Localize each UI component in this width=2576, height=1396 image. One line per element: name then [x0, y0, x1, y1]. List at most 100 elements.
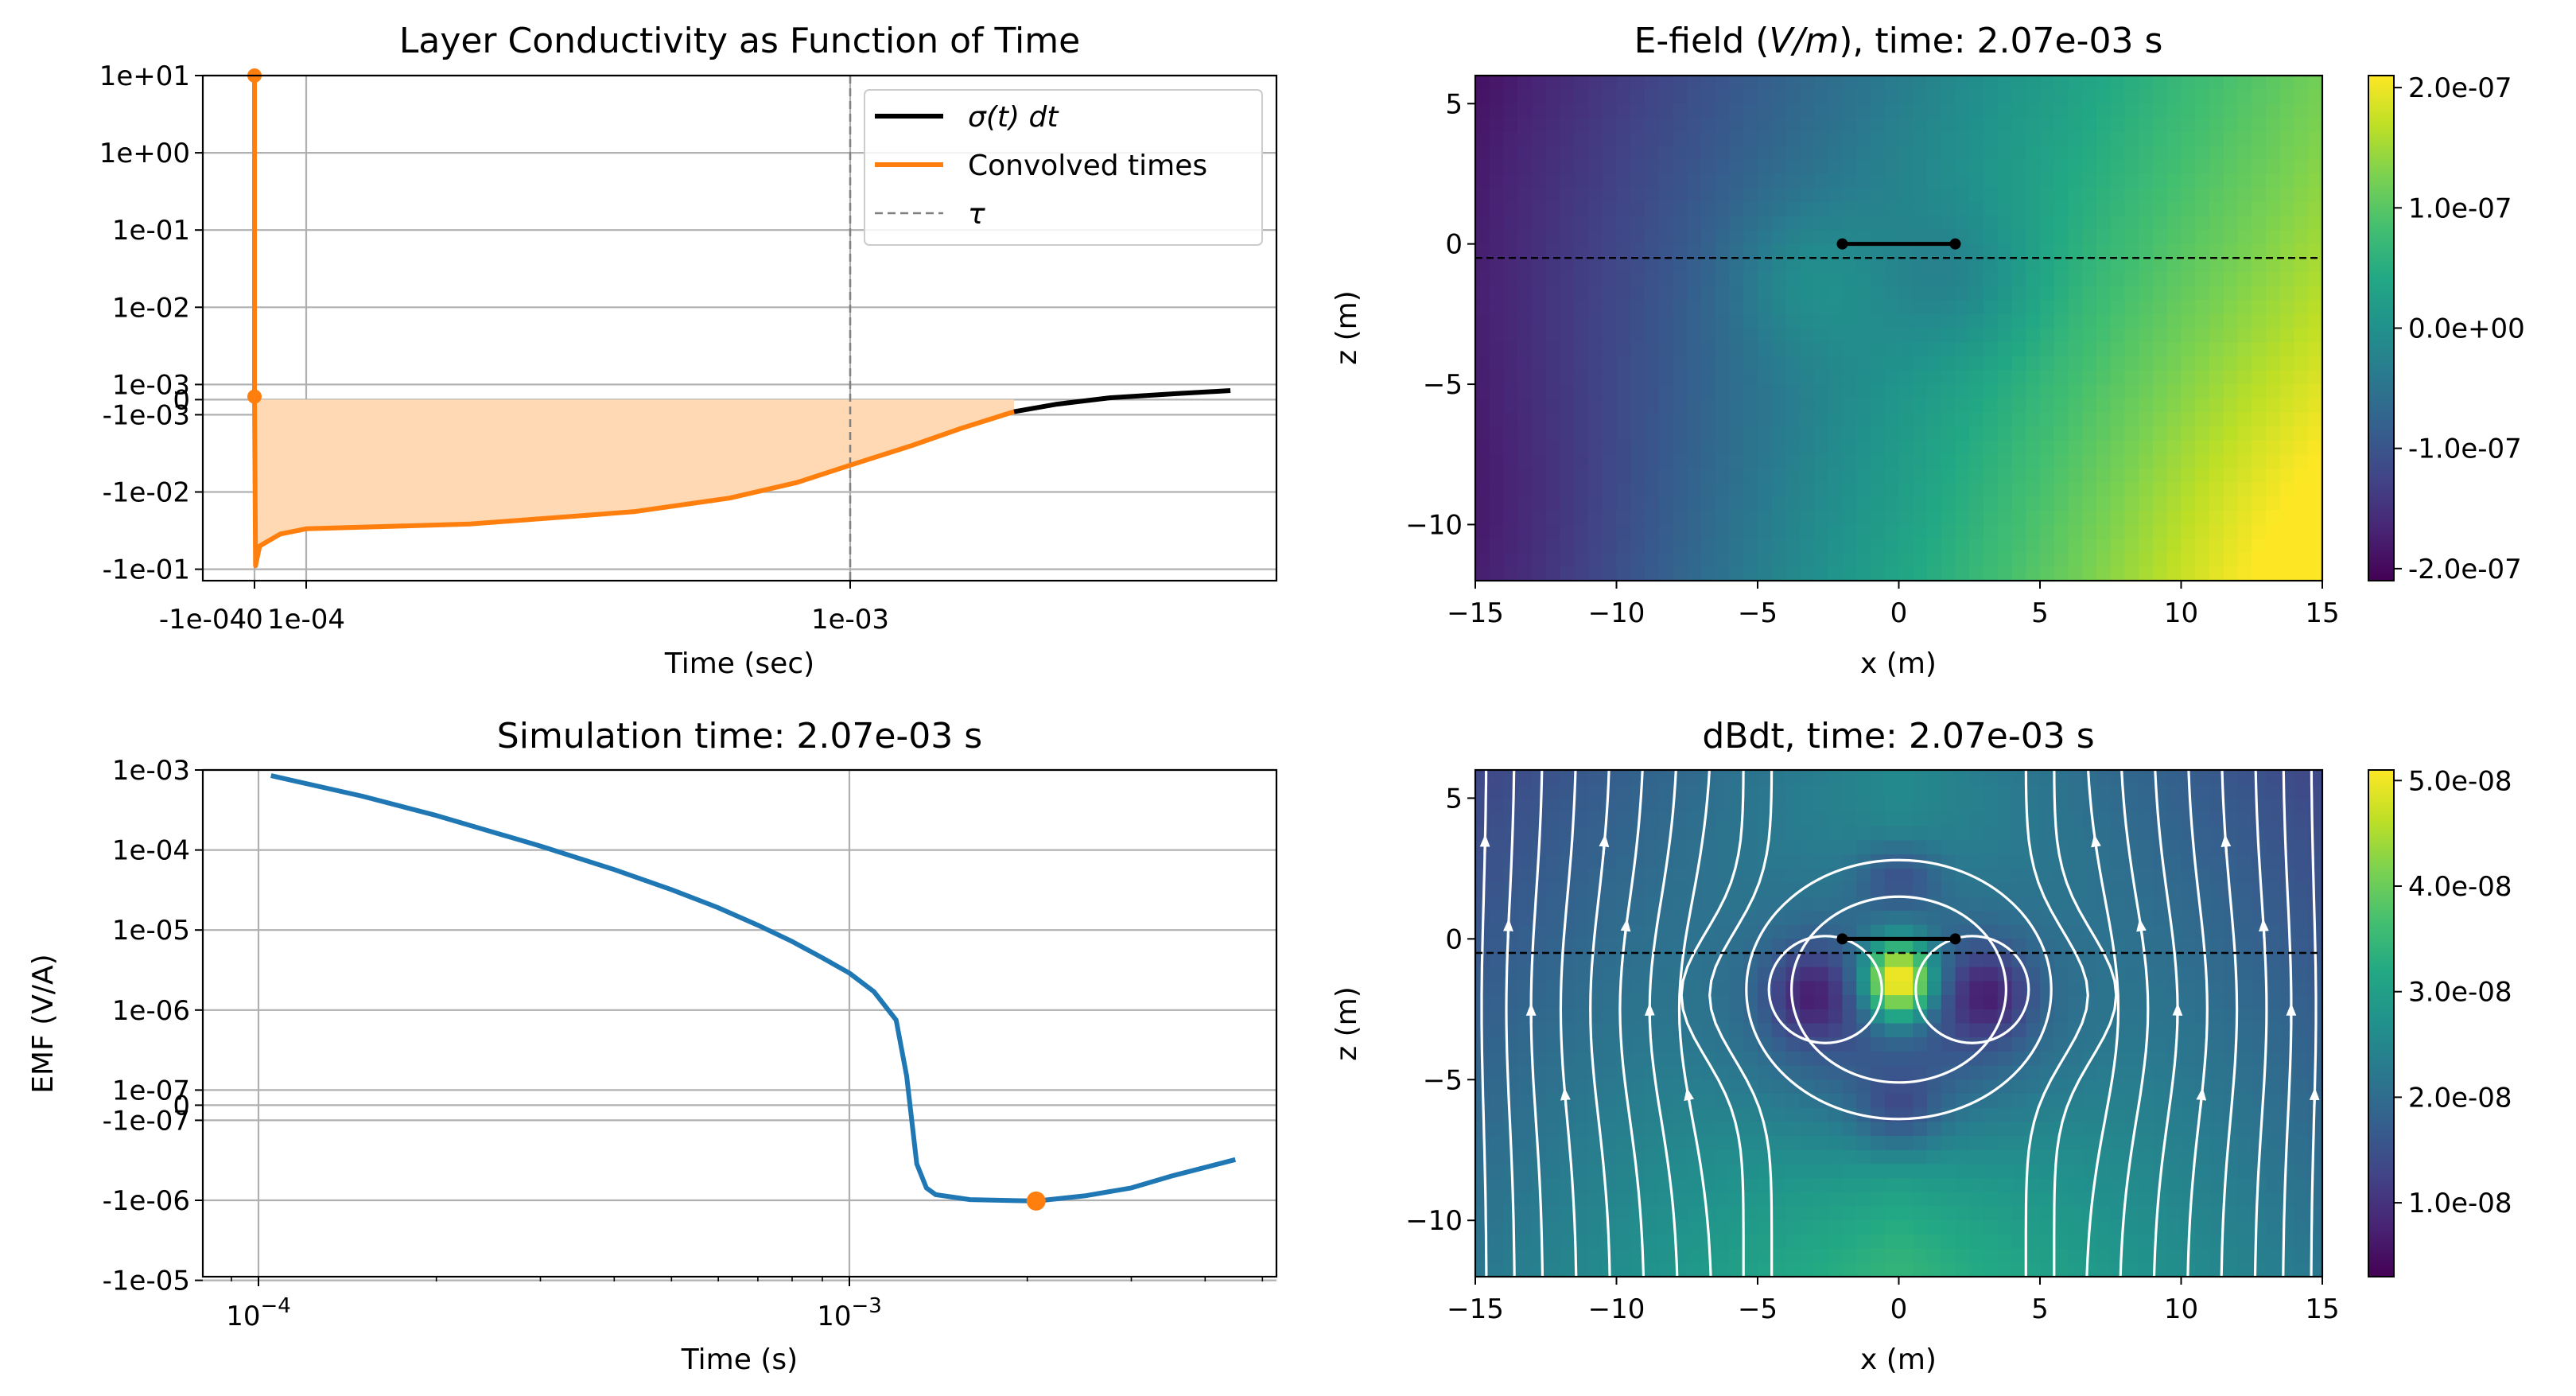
heatmap-cell — [1828, 1037, 1844, 1052]
heatmap-cell — [1969, 1164, 1984, 1179]
heatmap-cell — [1997, 539, 2013, 554]
heatmap-cell — [1588, 398, 1603, 414]
heatmap-cell — [2195, 286, 2210, 301]
heatmap-cell — [2223, 1136, 2239, 1151]
heatmap-cell — [1941, 1136, 1956, 1151]
heatmap-cell — [1983, 117, 1999, 133]
heatmap-cell — [2139, 812, 2154, 827]
heatmap-cell — [1828, 882, 1844, 898]
heatmap-cell — [2040, 812, 2055, 827]
heatmap-cell — [2110, 854, 2126, 869]
heatmap-cell — [1560, 201, 1576, 217]
streamline — [2119, 770, 2150, 1277]
heatmap-cell — [1489, 89, 1505, 105]
heatmap-cell — [1814, 995, 1829, 1010]
heatmap-cell — [1503, 566, 1519, 581]
heatmap-cell — [1560, 159, 1576, 175]
heatmap-cell — [1715, 384, 1731, 399]
heatmap-cell — [2294, 117, 2310, 133]
heatmap-cell — [2139, 566, 2154, 581]
heatmap-cell — [1997, 1051, 2013, 1067]
heatmap-cell — [2209, 910, 2224, 926]
heatmap-cell — [1729, 840, 1745, 855]
heatmap-cell — [2139, 300, 2154, 315]
heatmap-cell — [1927, 1192, 1942, 1207]
heatmap-cell — [2082, 1122, 2097, 1137]
heatmap-cell — [1616, 882, 1632, 898]
heatmap-cell — [2195, 370, 2210, 385]
heatmap-cell — [1871, 482, 1886, 497]
heatmap-cell — [1997, 384, 2013, 399]
heatmap-cell — [2053, 1248, 2069, 1264]
heatmap-cell — [1743, 271, 1758, 287]
heatmap-cell — [2195, 454, 2210, 469]
heatmap-cell — [1503, 300, 1519, 315]
heatmap-cell — [1645, 89, 1660, 105]
heatmap-cell — [1630, 1164, 1645, 1179]
heatmap-cell — [2209, 1248, 2224, 1264]
heatmap-cell — [1574, 812, 1589, 827]
heatmap-cell — [2294, 1051, 2310, 1067]
heatmap-cell — [1800, 995, 1815, 1010]
heatmap-cell — [2279, 981, 2295, 996]
heatmap-cell — [2082, 1136, 2097, 1151]
heatmap-cell — [2279, 300, 2295, 315]
heatmap-cell — [2139, 370, 2154, 385]
heatmap-cell — [1489, 1065, 1505, 1081]
heatmap-cell — [1616, 1192, 1632, 1207]
heatmap-cell — [1687, 342, 1702, 357]
heatmap-cell — [2166, 896, 2182, 912]
heatmap-cell — [1503, 454, 1519, 469]
heatmap-cell — [1969, 173, 1984, 189]
heatmap-cell — [2124, 1149, 2140, 1165]
heatmap-cell — [1785, 1164, 1801, 1179]
heatmap-cell — [1743, 370, 1758, 385]
heatmap-cell — [1532, 117, 1547, 133]
heatmap-cell — [2011, 496, 2027, 511]
heatmap-cell — [1800, 1262, 1815, 1277]
heatmap-cell — [2237, 454, 2253, 469]
heatmap-cell — [1884, 216, 1900, 231]
heatmap-cell — [2068, 566, 2084, 581]
heatmap-cell — [1828, 770, 1844, 785]
heatmap-cell — [2096, 384, 2112, 399]
heatmap-cell — [2139, 882, 2154, 898]
heatmap-cell — [1856, 1248, 1871, 1264]
heatmap-cell — [1475, 159, 1490, 175]
heatmap-cell — [1532, 1051, 1547, 1067]
heatmap-cell — [1574, 328, 1589, 343]
heatmap-cell — [1616, 173, 1632, 189]
heatmap-cell — [2279, 826, 2295, 842]
heatmap-cell — [1785, 1149, 1801, 1165]
heatmap-cell — [1814, 201, 1829, 217]
heatmap-cell — [1771, 939, 1787, 954]
heatmap-cell — [1800, 271, 1815, 287]
heatmap-cell — [1913, 910, 1928, 926]
heatmap-cell — [1729, 882, 1745, 898]
heatmap-cell — [1771, 468, 1787, 484]
heatmap-cell — [2237, 271, 2253, 287]
heatmap-cell — [1658, 1164, 1674, 1179]
heatmap-cell — [1602, 896, 1618, 912]
heatmap-cell — [2068, 539, 2084, 554]
heatmap-cell — [1574, 882, 1589, 898]
heatmap-cell — [1489, 356, 1505, 371]
heatmap-cell — [1898, 939, 1914, 954]
heatmap-cell — [1574, 939, 1589, 954]
heatmap-cell — [1913, 313, 1928, 329]
heatmap-cell — [1800, 770, 1815, 785]
heatmap-cell — [1800, 953, 1815, 968]
heatmap-cell — [2279, 454, 2295, 469]
heatmap-cell — [1729, 1164, 1745, 1179]
heatmap-cell — [2040, 552, 2055, 568]
colorbar-tick-label: 5.0e-08 — [2408, 765, 2512, 797]
heatmap-cell — [1955, 798, 1971, 813]
heatmap-cell — [1630, 896, 1645, 912]
heatmap-cell — [1560, 784, 1576, 799]
heatmap-cell — [2195, 173, 2210, 189]
heatmap-cell — [1687, 1065, 1702, 1081]
heatmap-cell — [2279, 426, 2295, 441]
heatmap-cell — [1517, 1262, 1533, 1277]
heatmap-cell — [2195, 216, 2210, 231]
heatmap-cell — [1983, 552, 1999, 568]
